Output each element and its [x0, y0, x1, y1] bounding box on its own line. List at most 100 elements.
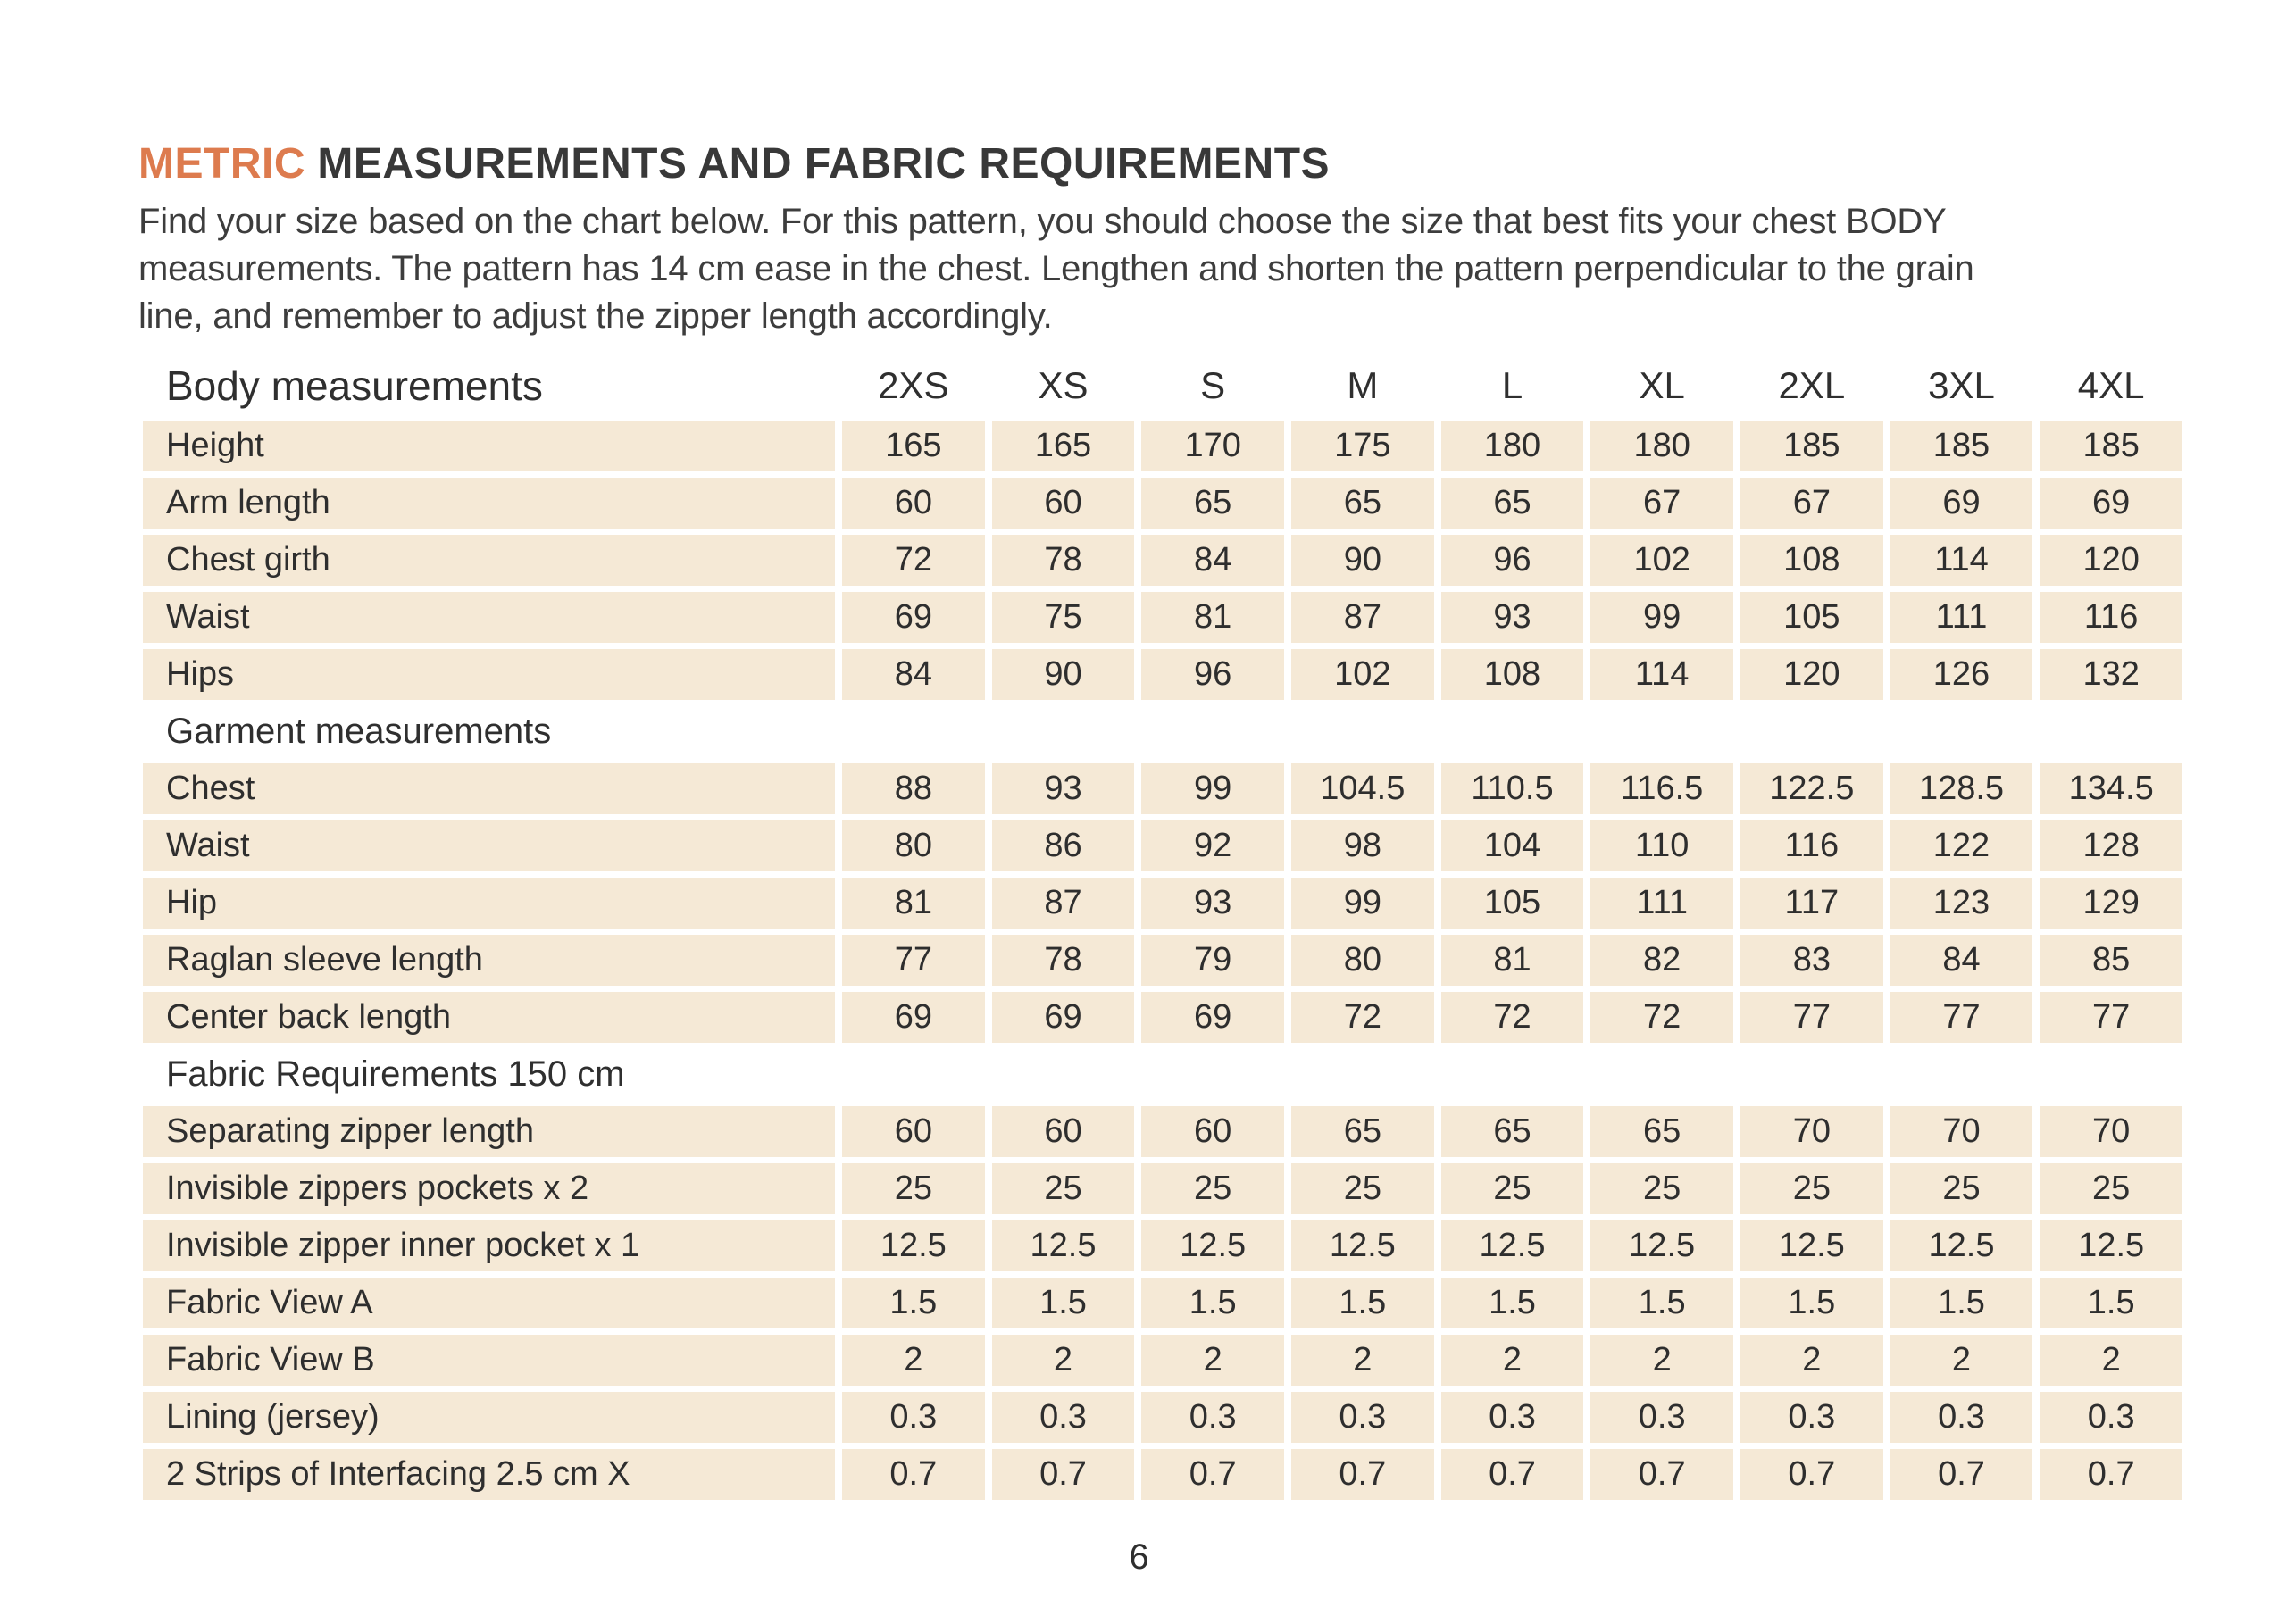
measurement-value: 65 [1440, 1106, 1584, 1157]
measurement-value: 1.5 [1440, 1278, 1584, 1328]
measurement-value: 117 [1740, 878, 1883, 929]
measurement-value: 77 [842, 935, 985, 986]
size-column-header: 2XL [1778, 364, 1846, 406]
page-title: METRIC MEASUREMENTS AND FABRIC REQUIREMEN… [138, 143, 2181, 186]
measurement-value: 65 [1590, 1106, 1733, 1157]
measurement-value: 69 [1141, 992, 1284, 1043]
measurement-value: 25 [1440, 1163, 1584, 1214]
measurement-value: 110 [1590, 820, 1733, 871]
measurement-value: 2 [1740, 1335, 1883, 1386]
measurement-value: 78 [991, 535, 1135, 586]
measurement-value: 0.3 [1590, 1392, 1733, 1443]
measurement-value: 60 [842, 1106, 985, 1157]
page-title-highlight: METRIC [138, 140, 305, 187]
measurement-value: 96 [1141, 649, 1284, 700]
section-heading: Fabric Requirements 150 cm [166, 1054, 625, 1094]
row-label: Chest girth [143, 535, 835, 586]
table-row: Chest girth 72 78 84 90 96 102 108 114 120 [143, 535, 2182, 586]
row-label: Waist [143, 820, 835, 871]
size-column-header: S [1200, 364, 1226, 406]
measurement-value: 98 [1291, 820, 1434, 871]
row-label: Hip [143, 878, 835, 929]
measurement-value: 70 [2040, 1106, 2182, 1157]
measurement-value: 77 [1890, 992, 2033, 1043]
measurement-value: 77 [1740, 992, 1883, 1043]
measurement-value: 111 [1590, 878, 1733, 929]
measurement-value: 12.5 [1590, 1220, 1733, 1271]
row-label: Fabric View B [143, 1335, 835, 1386]
table-row: Hip 81 87 93 99 105 111 117 123 129 [143, 878, 2182, 929]
measurement-value: 1.5 [1141, 1278, 1284, 1328]
measurement-value: 1.5 [991, 1278, 1135, 1328]
table-section-row: Garment measurements [143, 706, 2182, 757]
measurement-value: 99 [1141, 763, 1284, 814]
measurement-value: 93 [1440, 592, 1584, 643]
row-label: Invisible zippers pockets x 2 [143, 1163, 835, 1214]
measurement-value: 1.5 [842, 1278, 985, 1328]
measurement-value: 2 [1440, 1335, 1584, 1386]
measurement-value: 67 [1740, 478, 1883, 529]
measurement-value: 99 [1590, 592, 1733, 643]
measurement-value: 104.5 [1291, 763, 1434, 814]
measurement-value: 120 [2040, 535, 2182, 586]
measurement-value: 2 [2040, 1335, 2182, 1386]
measurement-value: 102 [1291, 649, 1434, 700]
size-column-header: 3XL [1928, 364, 1995, 406]
measurement-value: 104 [1440, 820, 1584, 871]
measurement-value: 69 [842, 992, 985, 1043]
measurement-value: 122 [1890, 820, 2033, 871]
intro-line: line, and remember to adjust the zipper … [138, 296, 1053, 336]
measurement-value: 12.5 [1440, 1220, 1584, 1271]
measurement-value: 25 [1291, 1163, 1434, 1214]
size-table: Body measurements 2XS XS S M L XL 2XL 3XL 4XL He… [143, 357, 2182, 1500]
row-label: Arm length [143, 478, 835, 529]
measurement-value: 180 [1590, 421, 1733, 471]
measurement-value: 0.3 [1740, 1392, 1883, 1443]
measurement-value: 84 [1890, 935, 2033, 986]
measurement-value: 0.7 [842, 1449, 985, 1500]
measurement-value: 93 [991, 763, 1135, 814]
table-row: Separating zipper length 60 60 60 65 65 65 70 70… [143, 1106, 2182, 1157]
table-row: Height 165 165 170 175 180 180 185 185 185 [143, 421, 2182, 471]
measurement-value: 60 [842, 478, 985, 529]
measurement-value: 1.5 [1590, 1278, 1733, 1328]
measurement-value: 132 [2040, 649, 2182, 700]
row-label: 2 Strips of Interfacing 2.5 cm X [143, 1449, 835, 1500]
measurement-value: 87 [991, 878, 1135, 929]
row-label: Lining (jersey) [143, 1392, 835, 1443]
row-label: Waist [143, 592, 835, 643]
table-row: 2 Strips of Interfacing 2.5 cm X 0.7 0.7 0.… [143, 1449, 2182, 1500]
row-label: Fabric View A [143, 1278, 835, 1328]
measurement-value: 65 [1291, 478, 1434, 529]
measurement-value: 85 [2040, 935, 2182, 986]
measurement-value: 1.5 [1740, 1278, 1883, 1328]
measurement-value: 92 [1141, 820, 1284, 871]
measurement-value: 0.7 [2040, 1449, 2182, 1500]
measurement-value: 82 [1590, 935, 1733, 986]
measurement-value: 114 [1890, 535, 2033, 586]
measurement-value: 90 [991, 649, 1135, 700]
measurement-value: 86 [991, 820, 1135, 871]
table-header-row: Body measurements 2XS XS S M L XL 2XL 3XL 4XL [143, 357, 2182, 414]
measurement-value: 165 [991, 421, 1135, 471]
measurement-value: 128.5 [1890, 763, 2033, 814]
measurement-value: 69 [1890, 478, 2033, 529]
table-row: Chest 88 93 99 104.5 110.5 116.5 122.5 128.5 134.… [143, 763, 2182, 814]
table-row: Arm length 60 60 65 65 65 67 67 69 69 [143, 478, 2182, 529]
measurement-value: 67 [1590, 478, 1733, 529]
measurement-value: 0.7 [991, 1449, 1135, 1500]
measurement-value: 2 [1890, 1335, 2033, 1386]
measurement-value: 0.3 [2040, 1392, 2182, 1443]
measurement-value: 25 [842, 1163, 985, 1214]
measurement-value: 25 [1590, 1163, 1733, 1214]
measurement-value: 79 [1141, 935, 1284, 986]
table-row: Lining (jersey) 0.3 0.3 0.3 0.3 0.3 0.3 0.3 0.3 0… [143, 1392, 2182, 1443]
measurement-value: 60 [991, 1106, 1135, 1157]
measurement-value: 69 [842, 592, 985, 643]
measurement-value: 2 [991, 1335, 1135, 1386]
measurement-value: 65 [1440, 478, 1584, 529]
measurement-value: 0.7 [1141, 1449, 1284, 1500]
row-label: Height [143, 421, 835, 471]
measurement-value: 70 [1890, 1106, 2033, 1157]
measurement-value: 185 [1890, 421, 2033, 471]
